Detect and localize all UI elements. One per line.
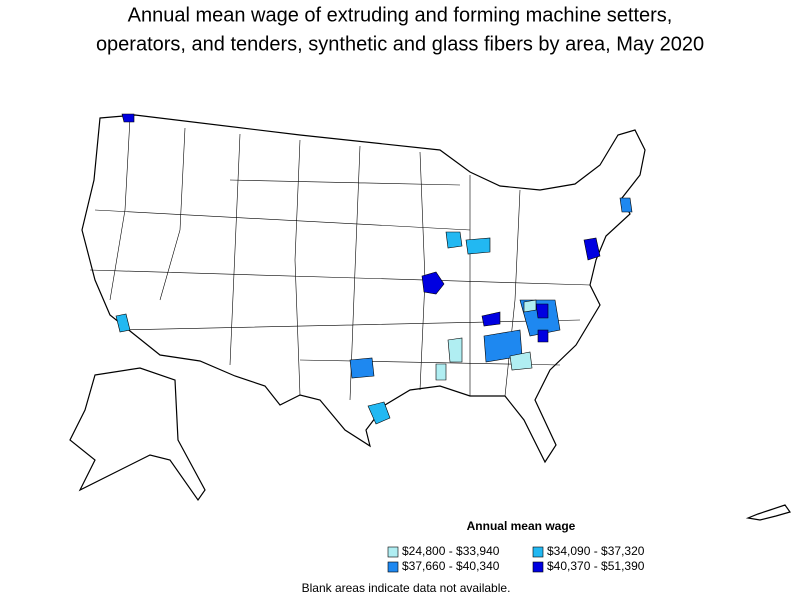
legend-swatch [532, 561, 544, 573]
legend: Annual mean wage $24,800 - $33,940 $34,09… [387, 519, 645, 573]
region [349, 357, 375, 379]
region [583, 237, 601, 261]
region [367, 401, 391, 425]
legend-label: $37,660 - $40,340 [402, 559, 500, 573]
region [535, 303, 549, 319]
region [523, 299, 537, 313]
region [465, 237, 491, 255]
region [445, 231, 463, 249]
title-line: operators, and tenders, synthetic and gl… [96, 33, 704, 55]
region [435, 363, 447, 381]
legend-swatch [387, 546, 399, 558]
region [619, 197, 633, 213]
legend-label: $40,370 - $51,390 [547, 559, 645, 573]
legend-label: $24,800 - $33,940 [402, 544, 500, 558]
region [115, 313, 131, 333]
legend-label: $34,090 - $37,320 [547, 544, 645, 558]
legend-swatch [532, 546, 544, 558]
region [421, 271, 445, 295]
region [537, 329, 549, 343]
us-outline [81, 114, 646, 464]
region [509, 351, 533, 371]
region [481, 311, 501, 327]
hawaii [745, 504, 791, 521]
region [447, 337, 463, 363]
title-line: Annual mean wage of extruding and formin… [128, 4, 673, 26]
legend-title: Annual mean wage [467, 519, 576, 533]
legend-swatch [387, 561, 399, 573]
alaska [69, 367, 206, 502]
region [121, 113, 135, 123]
map [69, 113, 791, 521]
footnote: Blank areas indicate data not available. [302, 581, 511, 595]
